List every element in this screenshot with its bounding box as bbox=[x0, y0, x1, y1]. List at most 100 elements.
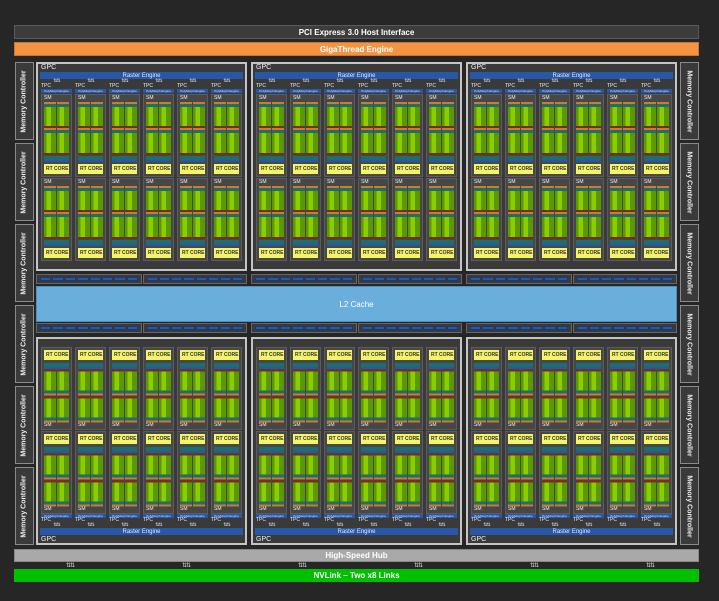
processing-block bbox=[576, 102, 601, 129]
processing-block bbox=[395, 102, 420, 129]
block-part bbox=[78, 371, 90, 391]
tpc: ⇅⇅ TPC PolyMorph Engine SM RT CORE SM RT CORE bbox=[357, 79, 390, 261]
tpc-label: TPC bbox=[539, 83, 549, 89]
cuda-core-block bbox=[306, 102, 318, 129]
block-part bbox=[361, 107, 373, 127]
crossbar-port bbox=[304, 326, 316, 330]
block-part bbox=[395, 133, 407, 153]
block-part bbox=[657, 481, 669, 501]
cuda-core-block bbox=[259, 186, 271, 213]
processing-block-row bbox=[112, 453, 137, 480]
processing-block bbox=[112, 102, 137, 129]
block-part bbox=[555, 453, 567, 456]
streaming-multiprocessor: SM RT CORE bbox=[539, 178, 570, 261]
cuda-core-block bbox=[542, 453, 554, 480]
block-part bbox=[91, 212, 103, 215]
polymorph-engine: PolyMorph Engine bbox=[392, 89, 423, 93]
block-part bbox=[327, 188, 339, 191]
cuda-core-block bbox=[657, 395, 669, 422]
memory-controller-label: Memory Controller bbox=[21, 474, 29, 538]
sm-label: SM bbox=[214, 179, 222, 185]
block-part bbox=[508, 188, 520, 191]
block-part bbox=[146, 133, 158, 153]
cuda-core-block bbox=[91, 212, 103, 239]
block-part bbox=[429, 186, 441, 188]
cuda-core-block bbox=[78, 453, 90, 480]
processing-block-row bbox=[361, 212, 386, 239]
crossbar-segment bbox=[36, 274, 142, 284]
tpc-label: TPC bbox=[392, 517, 402, 523]
cuda-core-block bbox=[227, 186, 239, 213]
crossbar-port bbox=[470, 326, 482, 330]
block-part bbox=[272, 133, 284, 153]
rt-core: RT CORE bbox=[576, 248, 601, 259]
bidirectional-arrow-icon: ⇅⇅ bbox=[53, 78, 60, 84]
block-part bbox=[542, 371, 554, 391]
block-part bbox=[146, 397, 158, 417]
cuda-core-block bbox=[521, 395, 533, 422]
cuda-core-block bbox=[125, 395, 137, 422]
block-part bbox=[487, 126, 499, 129]
block-part bbox=[542, 397, 554, 417]
block-part bbox=[259, 126, 271, 129]
tpc-label: TPC bbox=[41, 83, 51, 89]
block-part bbox=[340, 188, 352, 191]
tpc-label: TPC bbox=[109, 517, 119, 523]
processing-block bbox=[293, 479, 318, 506]
processing-block bbox=[361, 479, 386, 506]
cuda-core-block bbox=[193, 479, 205, 506]
rt-core: RT CORE bbox=[327, 433, 352, 444]
processing-block bbox=[429, 395, 454, 422]
shared-memory bbox=[146, 239, 171, 247]
block-part bbox=[180, 191, 192, 211]
block-part bbox=[474, 188, 486, 191]
rt-core: RT CORE bbox=[474, 248, 499, 259]
cuda-core-block bbox=[78, 186, 90, 213]
block-part bbox=[259, 210, 271, 213]
shared-memory bbox=[259, 155, 284, 163]
block-part bbox=[146, 130, 158, 134]
block-part bbox=[374, 395, 386, 398]
l2-cache: L2 Cache bbox=[36, 286, 677, 322]
block-part bbox=[361, 210, 373, 213]
block-part bbox=[361, 128, 373, 131]
block-part bbox=[259, 236, 271, 239]
block-part bbox=[227, 128, 239, 131]
tpc: ⇅⇅ TPC PolyMorph Engine SM RT CORE SM RT CORE bbox=[323, 346, 356, 528]
processing-block bbox=[361, 369, 386, 396]
shared-memory bbox=[259, 446, 284, 454]
rt-core: RT CORE bbox=[44, 248, 69, 259]
block-part bbox=[193, 481, 205, 501]
cuda-core-block bbox=[576, 128, 588, 155]
processing-block bbox=[327, 369, 352, 396]
shared-memory bbox=[293, 239, 318, 247]
shared-memory bbox=[112, 362, 137, 370]
block-part bbox=[57, 371, 69, 391]
block-part bbox=[293, 104, 305, 107]
cuda-core-block bbox=[57, 369, 69, 396]
rt-core: RT CORE bbox=[259, 433, 284, 444]
shared-memory bbox=[644, 155, 669, 163]
sm-label: SM bbox=[576, 95, 584, 101]
streaming-multiprocessor: SM RT CORE bbox=[641, 347, 672, 430]
cuda-core-block bbox=[193, 128, 205, 155]
cuda-core-block bbox=[361, 395, 373, 422]
sm-label: SM bbox=[78, 506, 86, 512]
block-part bbox=[644, 133, 656, 153]
processing-block bbox=[146, 128, 171, 155]
cuda-core-block bbox=[193, 102, 205, 129]
block-part bbox=[259, 477, 271, 480]
block-part bbox=[474, 212, 486, 215]
cuda-core-block bbox=[44, 453, 56, 480]
block-part bbox=[327, 453, 339, 456]
processing-block-row bbox=[508, 102, 533, 129]
block-part bbox=[610, 107, 622, 127]
block-part bbox=[555, 369, 567, 372]
block-part bbox=[657, 390, 669, 394]
sm-label: SM bbox=[180, 422, 188, 428]
block-part bbox=[521, 186, 533, 188]
block-part bbox=[227, 453, 239, 456]
tpc-label: TPC bbox=[505, 517, 515, 523]
block-part bbox=[644, 104, 656, 107]
tpc-label: TPC bbox=[641, 517, 651, 523]
